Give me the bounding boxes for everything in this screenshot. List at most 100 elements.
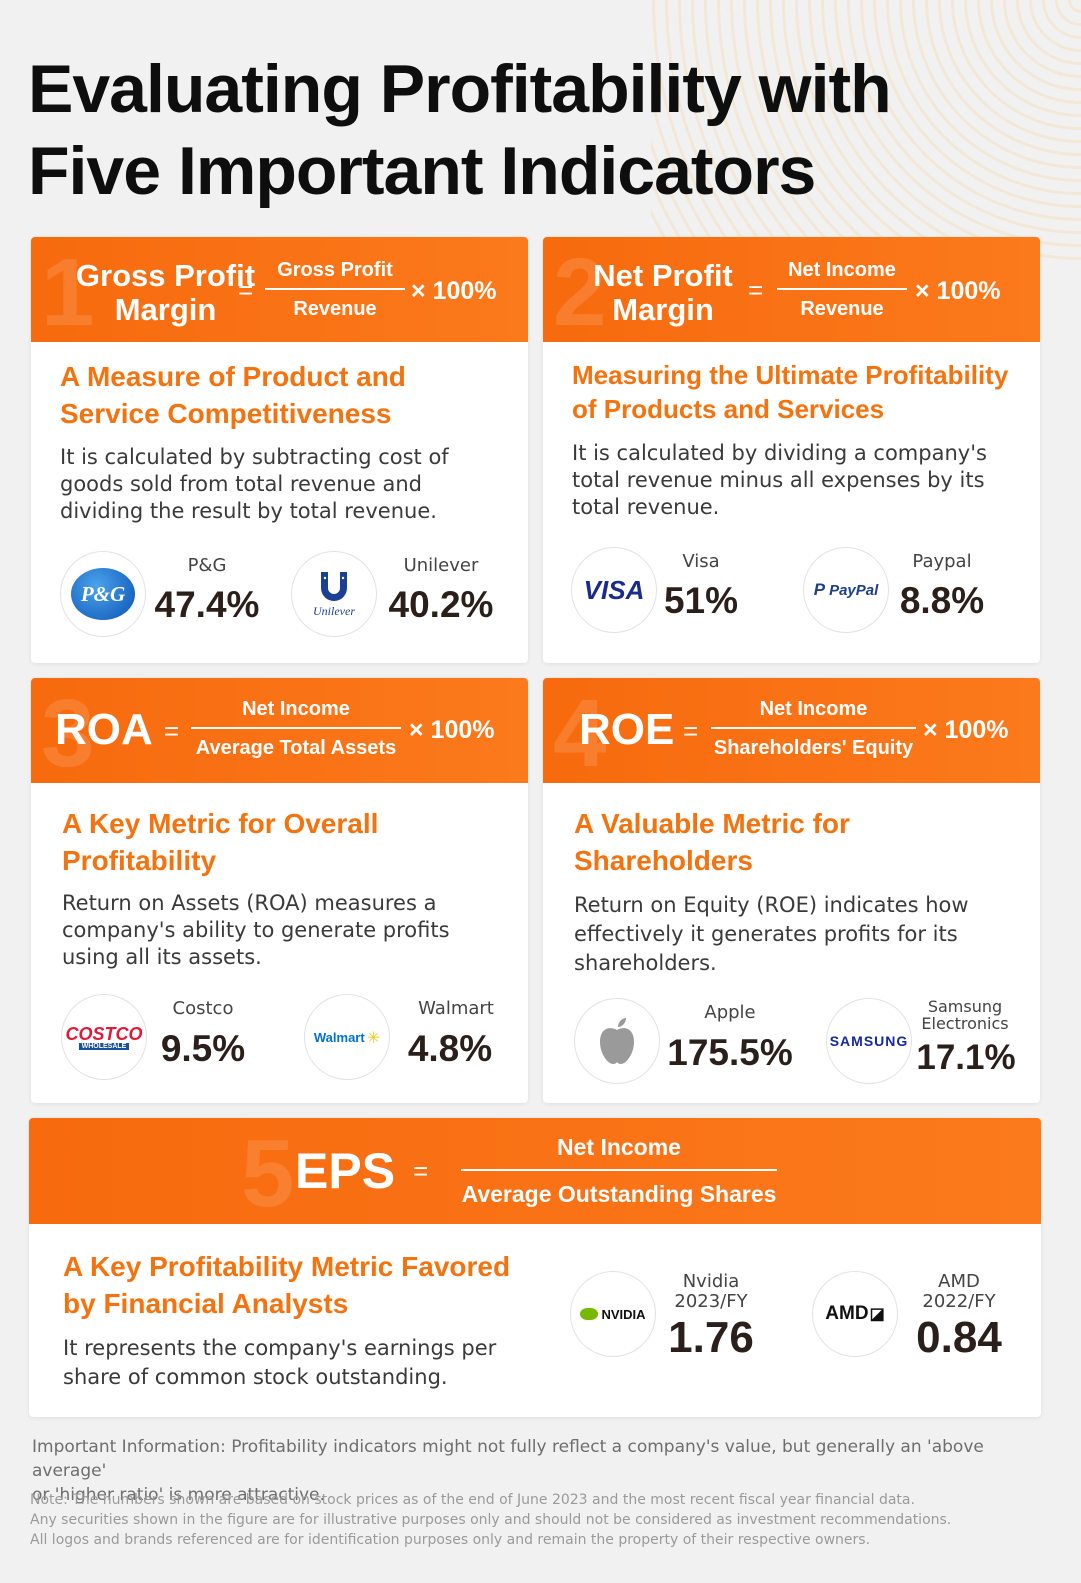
formula-denominator: Average Total Assets	[195, 737, 397, 759]
unilever-logo-text: Unilever	[313, 603, 355, 618]
company-value: 51%	[663, 580, 739, 621]
company-value: 47.4%	[154, 584, 260, 625]
formula-fraction: Net Income Revenue	[777, 259, 907, 321]
company-value: 175.5%	[667, 1032, 793, 1073]
company-value: 17.1%	[916, 1038, 1016, 1077]
equals-sign: =	[164, 716, 180, 746]
card-number: 2	[553, 239, 607, 346]
fraction-bar	[265, 288, 405, 290]
formula-denominator: Shareholders' Equity	[713, 737, 914, 759]
desc-line: effectively it generates profits for its	[574, 922, 958, 946]
formula-denominator: Revenue	[293, 298, 377, 320]
formula-multiplier: × 100%	[923, 716, 1009, 744]
desc-line: using all its assets.	[62, 945, 262, 969]
subtitle-line-2: Shareholders	[574, 845, 753, 876]
company-name-line-1: Samsung	[927, 997, 1003, 1016]
subtitle-line-1: Measuring the Ultimate Profitability	[572, 360, 1009, 390]
metric-name: ROE	[579, 704, 689, 756]
company-value: 40.2%	[388, 584, 494, 625]
formula-numerator: Net Income	[759, 698, 868, 720]
desc-line: It represents the company's earnings per	[63, 1336, 497, 1360]
card-header: 1 Gross Profit Margin = Gross Profit Rev…	[31, 237, 528, 342]
note-line: Any securities shown in the figure are f…	[30, 1512, 952, 1528]
card-description: Return on Equity (ROE) indicates how eff…	[574, 891, 1024, 978]
visa-logo-icon: VISA	[571, 547, 657, 633]
card-description: Return on Assets (ROA) measures a compan…	[62, 890, 512, 971]
card-number: 1	[41, 239, 95, 346]
equals-sign: =	[238, 275, 254, 305]
company-value: 8.8%	[899, 580, 985, 621]
company-name: AMD 2022/FY	[909, 1272, 1009, 1312]
amd-arrow-icon: ◪	[869, 1306, 885, 1323]
company-name-line-2: 2023/FY	[674, 1291, 748, 1312]
paypal-logo-text: PayPal	[829, 581, 879, 599]
desc-line: total revenue.	[572, 495, 720, 519]
company-name-line-2: Electronics	[921, 1014, 1009, 1033]
nvidia-logo-text: NVIDIA	[601, 1306, 646, 1322]
unilever-u-mark	[321, 571, 347, 601]
formula-fraction: Net Income Average Total Assets	[191, 698, 401, 760]
company-name: Samsung Electronics	[915, 998, 1015, 1032]
card-description: It is calculated by dividing a company's…	[572, 440, 1022, 521]
desc-line: dividing the result by total revenue.	[60, 499, 437, 523]
nvidia-logo-icon: NVIDIA	[570, 1271, 656, 1357]
metric-name: ROA	[55, 704, 165, 756]
metric-name-line-1: Net Profit	[593, 258, 733, 293]
unilever-logo-icon: Unilever	[291, 551, 377, 637]
nvidia-eye-mark	[580, 1308, 599, 1320]
card-description: It is calculated by subtracting cost of …	[60, 444, 510, 525]
background-fingerprint-decoration	[651, 0, 1081, 260]
metric-name-line-1: ROA	[55, 705, 153, 754]
formula-denominator: Average Outstanding Shares	[461, 1181, 777, 1207]
formula-multiplier: × 100%	[411, 277, 497, 305]
desc-line: shareholders.	[574, 951, 717, 975]
formula-numerator: Net Income	[557, 1134, 681, 1160]
amd-logo-text: AMD	[825, 1303, 869, 1324]
company-value: 9.5%	[160, 1028, 246, 1069]
desc-line: It is calculated by subtracting cost of	[60, 445, 449, 469]
company-value: 4.8%	[407, 1028, 493, 1069]
company-name: Unilever	[403, 555, 479, 576]
costco-logo-text: COSTCO	[65, 1023, 143, 1044]
card-number: 3	[41, 680, 95, 787]
company-name: Nvidia 2023/FY	[661, 1272, 761, 1312]
desc-line: company's ability to generate profits	[62, 918, 450, 942]
amd-logo-icon: AMD ◪	[812, 1271, 898, 1357]
equals-sign: =	[748, 275, 764, 305]
metric-name-line-2: Margin	[612, 292, 714, 327]
formula-fraction: Gross Profit Revenue	[265, 259, 405, 321]
card-subtitle: A Key Profitability Metric Favored by Fi…	[63, 1248, 563, 1322]
company-name: Costco	[172, 998, 234, 1019]
card-subtitle: A Valuable Metric for Shareholders	[574, 805, 1024, 879]
subtitle-line-1: A Key Metric for Overall	[62, 808, 379, 839]
company-name-line-1: AMD	[938, 1271, 980, 1292]
card-subtitle: Measuring the Ultimate Profitability of …	[572, 358, 1032, 426]
fraction-bar	[777, 288, 907, 290]
card-header: 3 ROA = Net Income Average Total Assets …	[31, 678, 528, 783]
walmart-logo-icon: Walmart ✳	[304, 994, 390, 1080]
card-header: 5 EPS = Net Income Average Outstanding S…	[29, 1118, 1041, 1224]
samsung-logo-icon: SAMSUNG	[826, 998, 912, 1084]
formula-numerator: Net Income	[242, 698, 350, 720]
title-line-1: Evaluating Profitability with	[28, 51, 892, 127]
card-number: 5	[241, 1120, 295, 1227]
company-name-line-2: 2022/FY	[922, 1291, 996, 1312]
subtitle-line-1: A Key Profitability Metric Favored	[63, 1251, 511, 1282]
important-line-1: Important Information: Profitability ind…	[32, 1437, 984, 1481]
equals-sign: =	[683, 716, 699, 746]
formula-fraction: Net Income Average Outstanding Shares	[461, 1134, 777, 1208]
costco-logo-icon: COSTCO WHOLESALE	[61, 994, 147, 1080]
walmart-spark-icon: ✳	[366, 1027, 381, 1047]
formula-multiplier: × 100%	[409, 716, 495, 744]
card-gross-profit-margin: 1 Gross Profit Margin = Gross Profit Rev…	[31, 237, 528, 663]
card-description: It represents the company's earnings per…	[63, 1334, 563, 1392]
desc-line: share of common stock outstanding.	[63, 1365, 448, 1389]
subtitle-line-1: A Measure of Product and	[60, 361, 406, 392]
fraction-bar	[191, 727, 401, 729]
metric-name-line-1: ROE	[579, 705, 675, 754]
apple-logo-icon	[574, 998, 660, 1084]
card-roe: 4 ROE = Net Income Shareholders' Equity …	[543, 678, 1040, 1103]
metric-name-line-1: Gross Profit	[75, 258, 256, 293]
pg-logo-icon: P&G	[60, 551, 146, 637]
metric-name: EPS	[295, 1142, 415, 1200]
